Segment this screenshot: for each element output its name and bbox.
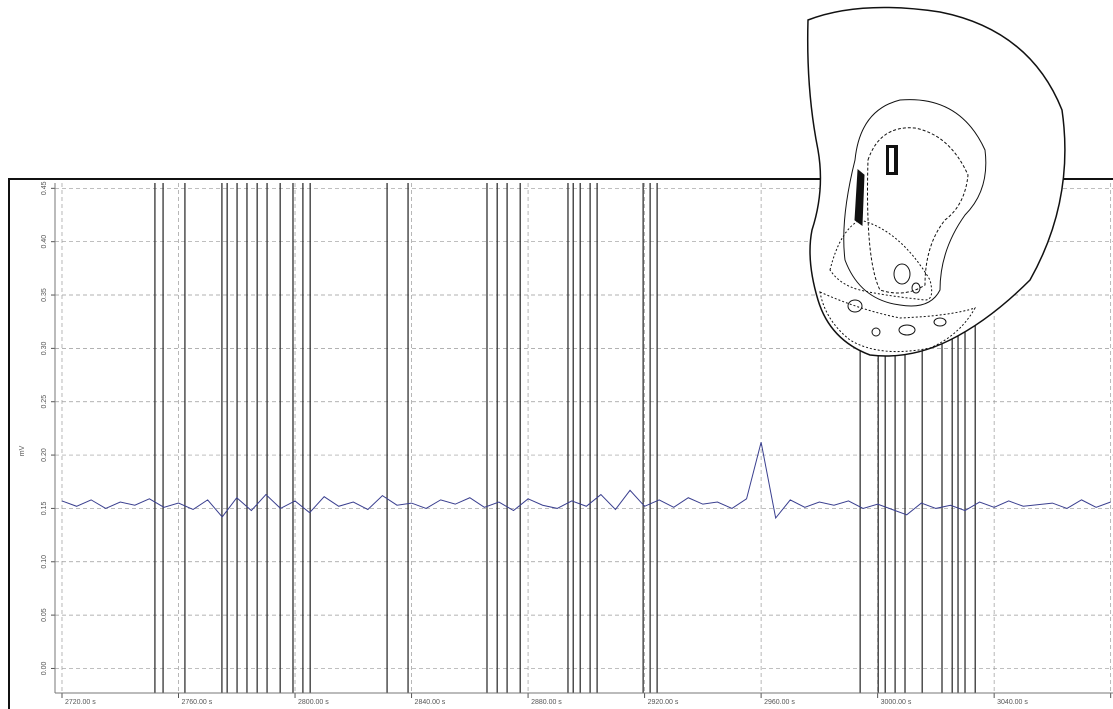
y-tick-label: 0.05 <box>41 608 48 622</box>
x-tick-label: 3040.00 s <box>997 699 1028 706</box>
y-axis-label: mV <box>19 445 26 456</box>
y-tick-label: 0.20 <box>41 448 48 462</box>
x-tick-label: 3000.00 s <box>881 699 912 706</box>
y-tick-label: 0.00 <box>41 662 48 676</box>
y-tick-label: 0.35 <box>41 288 48 302</box>
x-tick-label: 2720.00 s <box>65 699 96 706</box>
x-tick-label: 2840.00 s <box>415 699 446 706</box>
trace <box>62 442 1111 518</box>
y-tick-label: 0.10 <box>41 555 48 569</box>
x-tick-label: 2920.00 s <box>648 699 679 706</box>
brain-section <box>808 8 1065 357</box>
x-tick-label: 2800.00 s <box>298 699 329 706</box>
y-tick-label: 0.25 <box>41 395 48 409</box>
x-tick-label: 2960.00 s <box>764 699 795 706</box>
y-tick-label: 0.45 <box>41 181 48 195</box>
x-tick-label: 2760.00 s <box>182 699 213 706</box>
y-tick-label: 0.30 <box>41 341 48 355</box>
x-tick-label: 2880.00 s <box>531 699 562 706</box>
y-tick-label: 0.15 <box>41 501 48 515</box>
chart: 0.45 0.40 0.35 0.30 0.25 0.20 0.15 0.10 0.05 0.00… <box>0 0 1113 709</box>
y-tick-label: 0.40 <box>41 235 48 249</box>
